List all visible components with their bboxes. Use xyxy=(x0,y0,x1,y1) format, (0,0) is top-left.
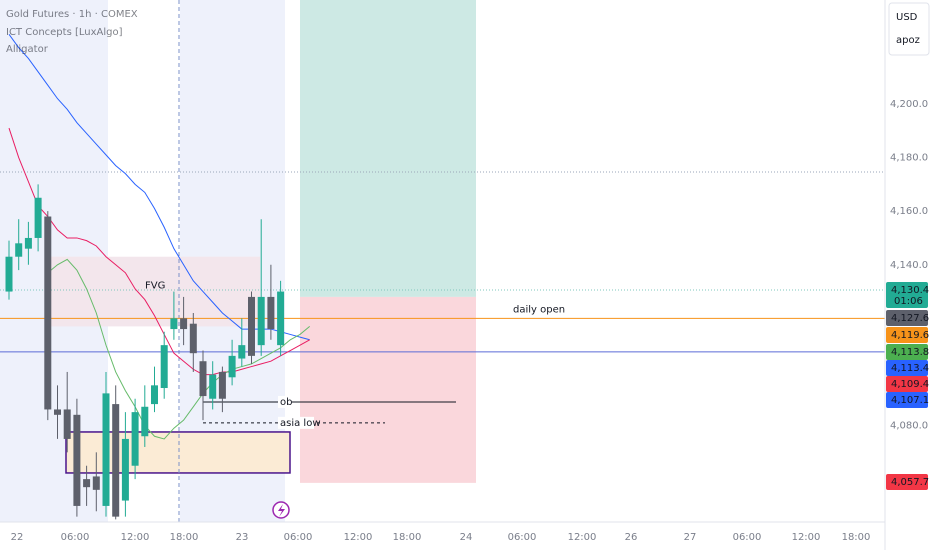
x-tick-label: 24 xyxy=(460,532,473,543)
zone xyxy=(300,0,476,297)
price-label: 4,107.1 xyxy=(891,395,929,406)
candle-body xyxy=(63,409,71,439)
candle-body xyxy=(24,237,32,249)
candle-body xyxy=(73,414,81,506)
zone-label: FVG xyxy=(145,281,165,292)
candle-body xyxy=(112,404,120,517)
x-tick-label: 06:00 xyxy=(733,532,762,543)
x-tick-label: 12:00 xyxy=(568,532,597,543)
level-label: daily open xyxy=(513,304,565,315)
level-label: ob xyxy=(280,397,292,408)
y-tick-label: 4,140.0 xyxy=(890,260,928,271)
candle-body xyxy=(5,256,13,292)
x-tick-label: 27 xyxy=(684,532,697,543)
candle-body xyxy=(34,197,42,238)
chart-title: Gold Futures · 1h · COMEX xyxy=(6,9,138,20)
candle-body xyxy=(238,345,246,359)
indicator-name: ICT Concepts [LuxAlgo] xyxy=(6,27,123,38)
candle-body xyxy=(189,323,197,354)
x-tick-label: 18:00 xyxy=(170,532,199,543)
x-tick-label: 22 xyxy=(11,532,24,543)
zone xyxy=(300,296,476,483)
level-label-bg xyxy=(278,395,292,408)
y-tick-label: 4,080.0 xyxy=(890,421,928,432)
event-icon-bolt xyxy=(278,504,285,517)
candle-body xyxy=(54,409,61,415)
candle-body xyxy=(92,476,100,490)
candle-body xyxy=(248,296,255,356)
level-label-bg xyxy=(278,416,314,429)
candle-body xyxy=(160,345,168,389)
candle-body xyxy=(209,374,217,399)
x-tick-label: 06:00 xyxy=(284,532,313,543)
currency: USD xyxy=(896,12,918,23)
indicator-line xyxy=(8,127,310,376)
price-label-bg xyxy=(886,282,928,308)
price-label: 4,130.4 xyxy=(891,285,929,296)
x-tick-label: 18:00 xyxy=(842,532,871,543)
candle-body xyxy=(257,296,265,346)
price-label-sub: 01:06 xyxy=(894,296,923,307)
y-tick-label: 4,180.0 xyxy=(890,153,928,164)
candle-body xyxy=(277,291,285,346)
indicator-name: Alligator xyxy=(6,44,49,55)
indicator-line xyxy=(47,258,311,440)
y-tick-label: 4,200.0 xyxy=(890,99,928,110)
candle-body xyxy=(141,406,149,437)
candle-body xyxy=(131,412,139,466)
candle-body xyxy=(170,318,178,330)
price-label: 4,119.6 xyxy=(891,330,929,341)
x-tick-label: 12:00 xyxy=(792,532,821,543)
level-label: asia low xyxy=(280,418,321,429)
price-label-bg xyxy=(886,310,928,326)
price-label: 4,057.7 xyxy=(891,477,929,488)
price-label-bg xyxy=(886,474,928,490)
candle-body xyxy=(15,243,23,257)
price-label-bg xyxy=(886,392,928,408)
candle-body xyxy=(267,296,275,330)
currency-box xyxy=(888,2,930,56)
price-label: 4,113.8 xyxy=(891,347,929,358)
x-tick-label: 12:00 xyxy=(344,532,373,543)
candle-body xyxy=(180,318,188,330)
price-label-bg xyxy=(886,360,928,376)
price-label: 4,127.6 xyxy=(891,313,929,324)
zone xyxy=(65,431,291,474)
user: apoz xyxy=(896,35,920,46)
price-label: 4,109.4 xyxy=(891,379,929,390)
x-tick-label: 18:00 xyxy=(393,532,422,543)
candle-body xyxy=(44,216,52,410)
x-tick-label: 06:00 xyxy=(508,532,537,543)
candle-body xyxy=(228,355,236,378)
candle-body xyxy=(199,361,207,397)
candle-body xyxy=(218,371,226,399)
candle-body xyxy=(121,438,129,501)
y-tick-label: 4,160.0 xyxy=(890,206,928,217)
price-label-bg xyxy=(886,376,928,392)
price-label-bg xyxy=(886,327,928,343)
candle-body xyxy=(83,479,91,488)
price-axis xyxy=(885,0,932,550)
x-tick-label: 26 xyxy=(625,532,638,543)
candle-body xyxy=(151,385,158,405)
x-tick-label: 23 xyxy=(236,532,249,543)
price-label: 4,113.4 xyxy=(891,363,929,374)
x-tick-label: 06:00 xyxy=(61,532,90,543)
price-label-bg xyxy=(886,344,928,360)
candle-body xyxy=(102,393,110,506)
x-tick-label: 12:00 xyxy=(121,532,150,543)
